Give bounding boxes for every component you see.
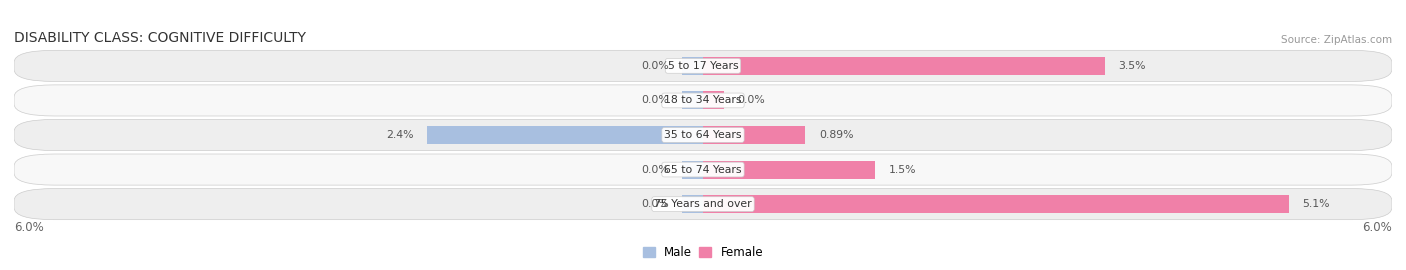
Text: 75 Years and over: 75 Years and over	[654, 199, 752, 209]
Text: DISABILITY CLASS: COGNITIVE DIFFICULTY: DISABILITY CLASS: COGNITIVE DIFFICULTY	[14, 31, 307, 45]
Bar	[682, 195, 703, 213]
Text: Source: ZipAtlas.com: Source: ZipAtlas.com	[1281, 35, 1392, 45]
Bar	[682, 92, 703, 109]
Bar	[703, 161, 875, 178]
FancyBboxPatch shape	[14, 50, 1392, 82]
Bar	[703, 195, 1288, 213]
Bar	[682, 57, 703, 75]
Text: 35 to 64 Years: 35 to 64 Years	[664, 130, 742, 140]
Text: 0.0%: 0.0%	[738, 95, 765, 106]
Bar	[703, 126, 806, 144]
Text: 0.0%: 0.0%	[641, 61, 669, 71]
Text: 5.1%: 5.1%	[1302, 199, 1330, 209]
Text: 6.0%: 6.0%	[1362, 221, 1392, 234]
FancyBboxPatch shape	[14, 154, 1392, 185]
Text: 0.0%: 0.0%	[641, 199, 669, 209]
Text: 6.0%: 6.0%	[14, 221, 44, 234]
Text: 0.0%: 0.0%	[641, 164, 669, 175]
Text: 5 to 17 Years: 5 to 17 Years	[668, 61, 738, 71]
Legend: Male, Female: Male, Female	[638, 241, 768, 264]
Bar	[703, 92, 724, 109]
Text: 0.89%: 0.89%	[818, 130, 853, 140]
Text: 3.5%: 3.5%	[1119, 61, 1146, 71]
Bar	[703, 57, 1105, 75]
FancyBboxPatch shape	[14, 119, 1392, 151]
Text: 65 to 74 Years: 65 to 74 Years	[664, 164, 742, 175]
Bar	[427, 126, 703, 144]
Text: 18 to 34 Years: 18 to 34 Years	[664, 95, 742, 106]
Bar	[682, 161, 703, 178]
Text: 2.4%: 2.4%	[387, 130, 413, 140]
Text: 0.0%: 0.0%	[641, 95, 669, 106]
FancyBboxPatch shape	[14, 188, 1392, 220]
FancyBboxPatch shape	[14, 85, 1392, 116]
Text: 1.5%: 1.5%	[889, 164, 917, 175]
